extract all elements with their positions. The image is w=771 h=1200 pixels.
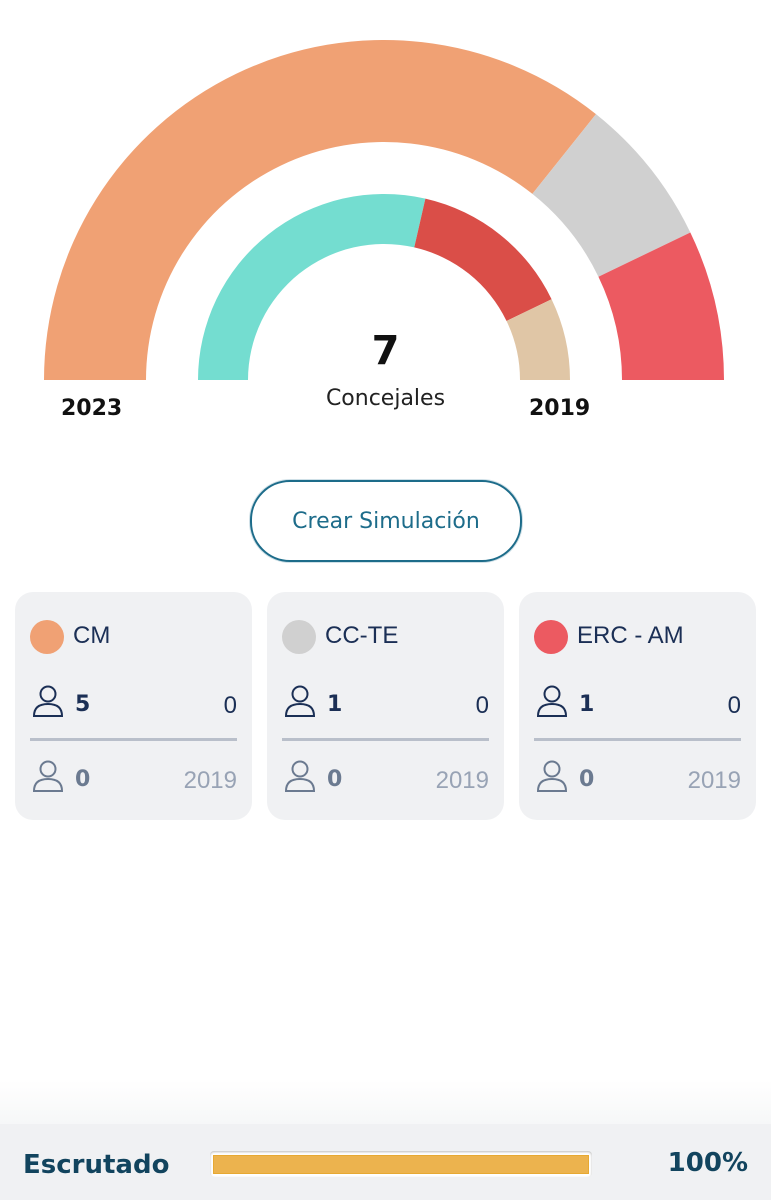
divider: [30, 738, 237, 741]
previous-year: 2019: [687, 767, 741, 794]
party-name: CM: [73, 622, 111, 649]
previous-year: 2019: [435, 767, 489, 794]
outer-year-label: 2023: [61, 396, 123, 421]
total-seats-label: Concejales: [325, 386, 446, 411]
party-seat-diff: 0: [223, 692, 237, 719]
scrutiny-progress-bar: [210, 1151, 592, 1177]
scrutiny-label: Escrutado: [23, 1150, 170, 1180]
scrutiny-progress-fill: [213, 1155, 589, 1174]
outer-2023-segment: [532, 114, 691, 277]
create-simulation-button[interactable]: Crear Simulación: [250, 480, 522, 562]
divider: [534, 738, 741, 741]
outer-2023-segment: [598, 232, 724, 380]
party-seats-previous: 0: [75, 767, 91, 792]
party-seat-diff: 0: [475, 692, 489, 719]
inner-2019-segment: [198, 194, 426, 380]
outer-2023-segment: [44, 40, 596, 380]
seats-semicircle-chart: [44, 40, 724, 380]
party-seats: 5: [75, 692, 91, 717]
party-card[interactable]: ERC - AM 1 0 0 2019: [519, 592, 756, 820]
scrutiny-footer: Escrutado 100%: [0, 1124, 771, 1200]
total-seats: 7: [371, 328, 400, 374]
inner-year-label: 2019: [529, 396, 591, 421]
scrutiny-percent: 100%: [667, 1148, 748, 1178]
party-color-dot: [30, 620, 64, 654]
inner-2019-segment: [414, 198, 552, 321]
party-seats-previous: 0: [579, 767, 595, 792]
party-seats: 1: [579, 692, 595, 717]
party-seats: 1: [327, 692, 343, 717]
inner-2019-segment: [506, 299, 570, 380]
party-seat-diff: 0: [727, 692, 741, 719]
party-name: CC-TE: [325, 622, 399, 649]
party-color-dot: [534, 620, 568, 654]
divider: [282, 738, 489, 741]
party-card[interactable]: CM 5 0 0 2019: [15, 592, 252, 820]
party-card[interactable]: CC-TE 1 0 0 2019: [267, 592, 504, 820]
party-seats-previous: 0: [327, 767, 343, 792]
previous-year: 2019: [183, 767, 237, 794]
party-name: ERC - AM: [577, 622, 684, 649]
party-color-dot: [282, 620, 316, 654]
party-cards: CM 5 0 0 2019 CC-TE 1 0 0 2019 ERC - AM …: [15, 592, 756, 820]
footer-fade: [0, 1080, 771, 1124]
